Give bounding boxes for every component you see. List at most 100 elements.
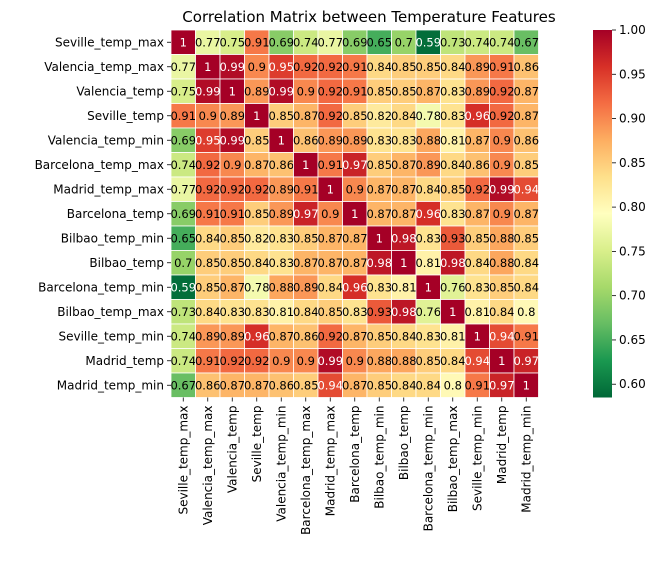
colorbar-tick-label: 0.75 [619,244,646,258]
cell-value-label: 0.86 [268,158,294,172]
x-tick-label: Barcelona_temp_min [421,406,435,532]
cell-value-label: 0.98 [440,256,466,270]
heatmap-cell [244,250,270,276]
colorbar-tick-label: 1.00 [619,23,646,37]
cell-value-label: 0.59 [170,280,196,294]
x-tick-label: Valencia_temp [225,406,239,494]
cell-value-label: 0.89 [293,280,319,294]
cell-value-label: 0.9 [493,158,511,172]
cell-value-label: 0.98 [366,256,392,270]
heatmap-cell [170,127,196,153]
cell-value-label: 0.88 [268,280,294,294]
cell-value-label: 0.87 [293,256,319,270]
cell-value-label: 0.99 [268,84,294,98]
cell-value-label: 0.88 [366,354,392,368]
cell-value-label: 0.87 [513,84,539,98]
heatmap-cell [489,225,515,251]
colorbar-tick-label: 0.95 [619,67,646,81]
cell-value-label: 0.74 [170,354,196,368]
heatmap-cell [513,274,539,300]
cell-value-label: 0.9 [346,354,364,368]
cell-value-label: 0.9 [272,354,290,368]
heatmap-cell [219,225,245,251]
heatmap-cell [464,348,490,374]
cell-value-label: 0.89 [268,182,294,196]
cell-value-label: 1 [474,329,481,343]
y-tick-label: Bilbao_temp [89,256,164,270]
heatmap-cell [513,54,539,80]
cell-value-label: 0.84 [513,256,539,270]
heatmap-cell [464,250,490,276]
cell-value-label: 0.91 [489,60,515,74]
cell-value-label: 0.74 [489,35,515,49]
heatmap-cell [244,152,270,178]
cell-value-label: 0.75 [170,84,196,98]
cell-value-label: 0.85 [366,378,392,392]
heatmap-cell [317,323,343,349]
x-tick-label: Barcelona_temp_max [299,406,313,535]
cell-value-label: 0.7 [174,256,192,270]
heatmap-cell [464,127,490,153]
heatmap-cell [342,176,368,202]
cell-value-label: 0.89 [342,133,368,147]
cell-value-label: 0.77 [317,35,343,49]
x-tick-label: Seville_temp_min [470,406,484,512]
cell-value-label: 0.91 [293,182,319,196]
cell-value-label: 0.87 [415,84,441,98]
cell-value-label: 0.84 [513,280,539,294]
cell-value-label: 0.9 [321,207,339,221]
cell-value-label: 0.83 [342,305,368,319]
cell-value-label: 0.84 [415,378,441,392]
cell-value-label: 0.85 [513,231,539,245]
heatmap-cell [513,127,539,153]
heatmap-cell [513,372,539,398]
cell-value-label: 0.85 [513,158,539,172]
cell-value-label: 0.88 [391,354,417,368]
heatmap-cell [415,103,441,129]
cell-value-label: 0.84 [464,256,490,270]
cell-value-label: 0.98 [391,231,417,245]
heatmap-cell [195,54,221,80]
cell-value-label: 0.89 [244,84,270,98]
cell-value-label: 1 [425,280,432,294]
cell-value-label: 0.86 [513,60,539,74]
heatmap-cell [170,323,196,349]
heatmap-cell [170,225,196,251]
cell-value-label: 0.84 [440,60,466,74]
cell-value-label: 0.83 [366,280,392,294]
heatmap-cell [489,152,515,178]
cell-value-label: 0.92 [195,182,221,196]
heatmap-cell [415,225,441,251]
heatmap-cell [244,127,270,153]
cell-value-label: 0.85 [195,280,221,294]
heatmap-cell [317,54,343,80]
cell-value-label: 0.99 [489,182,515,196]
cell-value-label: 0.85 [415,354,441,368]
colorbar: 0.60 0.65 0.70 0.75 0.80 0.85 0.90 0.95 1.00 [593,23,646,398]
cell-value-label: 0.87 [317,256,343,270]
cell-value-label: 0.88 [489,231,515,245]
cell-value-label: 1 [180,35,187,49]
cell-value-label: 0.87 [342,329,368,343]
heatmap-cell [440,348,466,374]
heatmap-cell [489,54,515,80]
heatmap-cell [317,372,343,398]
heatmap-cell [170,176,196,202]
heatmap-cell [440,372,466,398]
x-tick-label: Seville_temp [250,406,264,483]
heatmap-cell [489,127,515,153]
cell-value-label: 0.84 [195,231,221,245]
cell-value-label: 0.87 [464,133,490,147]
cell-value-label: 0.85 [293,231,319,245]
y-tick-label: Valencia_temp_max [44,60,164,74]
cell-value-label: 0.99 [219,133,245,147]
cell-value-label: 0.84 [317,280,343,294]
cell-value-label: 0.9 [297,84,315,98]
heatmap-cell [317,78,343,104]
cell-value-label: 0.83 [244,305,270,319]
cell-value-label: 0.9 [493,207,511,221]
heatmap-cell [293,29,319,55]
cell-value-label: 0.65 [366,35,392,49]
heatmap-cell [513,348,539,374]
cell-value-label: 0.83 [415,231,441,245]
